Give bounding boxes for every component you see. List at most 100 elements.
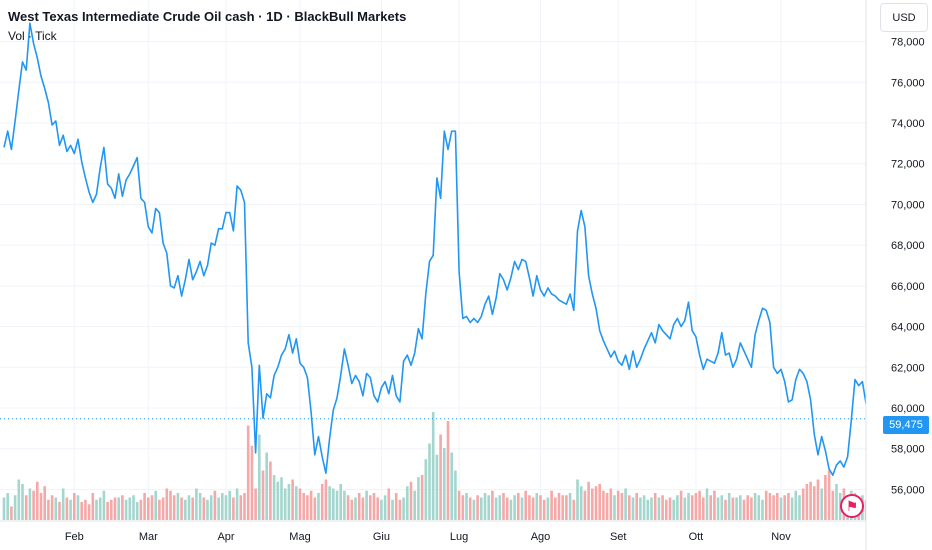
volume-bar [172, 495, 176, 520]
volume-bar [102, 490, 106, 520]
volume-bar [269, 461, 272, 520]
volume-bar [491, 490, 494, 520]
volume-bar [742, 499, 746, 520]
volume-bar [254, 488, 257, 520]
volume-bar [591, 488, 594, 520]
volume-bar [113, 497, 117, 520]
volume-bar [250, 445, 254, 520]
y-tick-label: 56,000 [891, 484, 925, 496]
volume-bar [801, 488, 805, 520]
y-tick-label: 58,000 [891, 444, 925, 456]
volume-bar [369, 495, 372, 520]
y-tick-label: 70,000 [891, 199, 925, 211]
volume-bar [128, 497, 132, 520]
y-tick-label: 78,000 [891, 37, 925, 49]
volume-bar [110, 499, 113, 520]
y-tick-label: 74,000 [891, 118, 925, 130]
volume-bar [2, 497, 6, 520]
volume-bar [350, 499, 354, 520]
volume-bar [757, 495, 761, 520]
volume-bar [709, 495, 712, 520]
volume-bar [43, 486, 46, 520]
volume-bar [165, 488, 169, 520]
volume-bar [346, 495, 350, 520]
volume-bar [450, 452, 453, 520]
volume-bar [816, 479, 820, 520]
y-tick-label: 62,000 [891, 362, 925, 374]
volume-bar [398, 499, 402, 520]
volume-bar [468, 497, 472, 520]
volume-bar [650, 497, 653, 520]
volume-bar [513, 495, 516, 520]
volume-bar [524, 490, 527, 520]
volume-bar [568, 493, 572, 520]
volume-bar [620, 493, 624, 520]
volume-bar [609, 488, 613, 520]
volume-bar [6, 493, 9, 520]
volume-bar [309, 490, 313, 520]
price-axis: 56,000 58,000 60,000 62,000 64,000 66,000 68,0… [891, 37, 925, 497]
volume-bar [420, 475, 424, 520]
volume-bar [824, 475, 827, 520]
price-axis-background [866, 0, 932, 550]
volume-bar [213, 490, 217, 520]
us-flag-event-icon[interactable]: ⚑ [840, 494, 864, 518]
currency-button[interactable]: USD [880, 3, 928, 32]
volume-bar [498, 495, 502, 520]
x-tick-label: Feb [65, 531, 84, 543]
x-tick-label: Mag [289, 531, 310, 543]
volume-bar [413, 490, 416, 520]
volume-bar [520, 497, 524, 520]
volume-bar [65, 497, 69, 520]
volume-bar [261, 470, 265, 520]
volume-bar [694, 493, 698, 520]
volume-bar [557, 493, 561, 520]
volume-bar [457, 490, 461, 520]
volume-bar [376, 497, 379, 520]
volume-bar [76, 495, 80, 520]
volume-bar [80, 502, 83, 520]
volume-bar [531, 497, 535, 520]
y-tick-label: 64,000 [891, 322, 925, 334]
volume-bar [653, 493, 657, 520]
volume-bar [602, 490, 605, 520]
volume-bar [324, 479, 328, 520]
volume-bar [465, 493, 468, 520]
volume-bar [713, 490, 716, 520]
volume-bar [195, 488, 198, 520]
volume-bar [809, 481, 812, 520]
volume-bar [202, 497, 206, 520]
volume-bar [746, 495, 749, 520]
volume-bar [139, 499, 143, 520]
volume-bar [380, 499, 383, 520]
volume-bar [361, 497, 365, 520]
x-tick-label: Lug [450, 531, 468, 543]
volume-bar [587, 481, 590, 520]
volume-bar [616, 490, 620, 520]
volume-bar [313, 497, 317, 520]
volume-bar [357, 493, 361, 520]
volume-bar [73, 493, 76, 520]
x-tick-label: Ago [531, 531, 551, 543]
volume-bar [283, 488, 287, 520]
volume-bar [406, 486, 409, 520]
volume-bar [435, 454, 439, 520]
volume-bar [446, 421, 450, 520]
volume-bar [176, 493, 180, 520]
volume-bar [124, 499, 128, 520]
volume-bar [372, 493, 376, 520]
volume-bar [339, 484, 342, 520]
volume-bar [472, 499, 476, 520]
time-axis: Feb Mar Apr Mag Giu Lug Ago Set Ott Nov [65, 531, 791, 543]
volume-bar [24, 495, 28, 520]
volume-bar [443, 448, 446, 520]
volume-bar [402, 497, 405, 520]
volume-bar [135, 502, 139, 520]
volume-bar [753, 493, 757, 520]
volume-bar [550, 490, 553, 520]
volume-bar [502, 493, 505, 520]
volume-bar [731, 497, 735, 520]
volume-bar [594, 486, 598, 520]
volume-bar [84, 499, 87, 520]
